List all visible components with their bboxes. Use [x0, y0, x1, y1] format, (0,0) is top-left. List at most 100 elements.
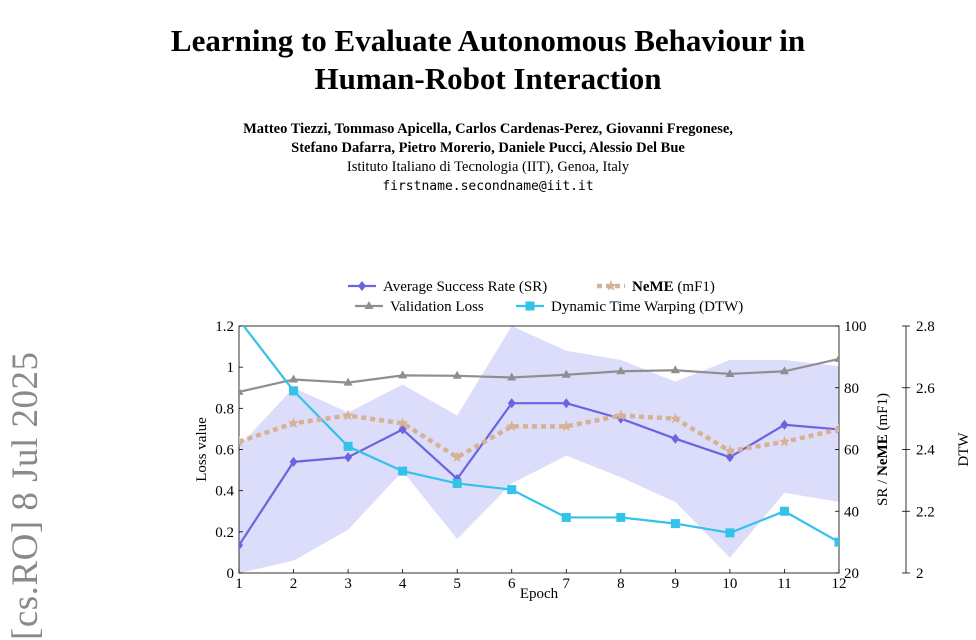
- affiliation: Istituto Italiano di Tecnologia (IIT), G…: [346, 159, 630, 175]
- data-point: [833, 423, 839, 435]
- data-point: [452, 370, 462, 379]
- legend-item: Validation Loss: [355, 299, 484, 315]
- title-line-1: Learning to Evaluate Autonomous Behaviou…: [170, 23, 806, 58]
- right2-tick-label: 2: [916, 566, 924, 582]
- x-tick-label: 3: [344, 576, 352, 592]
- x-axis-label: Epoch: [520, 586, 559, 602]
- data-point: [239, 435, 245, 447]
- data-point: [287, 417, 300, 429]
- x-tick-label: 6: [508, 576, 516, 592]
- x-tick-label: 7: [563, 576, 571, 592]
- right2-tick-label: 2.8: [916, 319, 935, 335]
- legend-label: Dynamic Time Warping (DTW): [551, 299, 743, 315]
- data-point: [616, 366, 626, 375]
- data-point: [396, 417, 409, 429]
- data-point: [834, 537, 839, 547]
- data-point: [289, 386, 299, 396]
- right1-axis-label-bold: NeME: [875, 434, 891, 476]
- legend-swatch-marker: [358, 281, 366, 291]
- x-tick-label: 11: [777, 576, 791, 592]
- author-block: Matteo Tiezzi, Tommaso Apicella, Carlos …: [120, 120, 856, 196]
- data-point: [507, 485, 517, 495]
- right1-tick-label: 60: [844, 443, 859, 459]
- data-point: [398, 370, 408, 379]
- legend-item: Average Success Rate (SR): [348, 279, 547, 295]
- series-layer: [235, 315, 839, 551]
- x-tick-label: 1: [235, 576, 243, 592]
- legend-label-bold: NeME: [632, 279, 674, 295]
- data-point: [344, 452, 353, 463]
- data-point: [560, 420, 572, 432]
- data-point: [615, 409, 627, 421]
- data-point: [561, 369, 571, 378]
- right1-axis-label-part: (mF1): [875, 393, 891, 434]
- right1-tick-label: 20: [844, 566, 859, 582]
- legend-swatch-marker: [525, 301, 535, 311]
- legend-item: NeME (mF1): [597, 279, 715, 295]
- sr-variance-band-layer: [239, 326, 839, 573]
- data-point: [235, 315, 244, 324]
- legend-swatch-marker: [364, 301, 374, 309]
- x-tick-label: 2: [290, 576, 298, 592]
- right1-tick-label: 40: [844, 504, 859, 520]
- data-point: [239, 540, 243, 551]
- left-tick-label: 0.8: [215, 401, 234, 417]
- sr-variance-band: [239, 326, 839, 573]
- legend-swatch-marker: [605, 280, 617, 291]
- right2-axis-label: DTW: [956, 432, 972, 467]
- data-point: [724, 445, 736, 456]
- x-tick-label: 8: [617, 576, 625, 592]
- data-point: [342, 409, 354, 421]
- data-point: [725, 368, 735, 377]
- author-email: firstname.secondname@iit.it: [382, 179, 594, 194]
- data-point: [780, 419, 789, 430]
- left-tick-label: 0.6: [215, 443, 234, 459]
- legend-label: Validation Loss: [390, 299, 484, 315]
- data-point: [778, 435, 791, 447]
- authors-line-1: Matteo Tiezzi, Tommaso Apicella, Carlos …: [243, 121, 733, 137]
- data-point: [398, 466, 408, 476]
- series-line: [239, 413, 839, 460]
- data-point: [670, 519, 680, 529]
- series-line: [242, 326, 839, 544]
- legend-label: Average Success Rate (SR): [383, 279, 547, 295]
- left-axis-label: Loss value: [194, 417, 210, 482]
- paper-title: Learning to Evaluate Autonomous Behaviou…: [160, 22, 816, 98]
- series-triangle: [239, 353, 839, 395]
- data-point: [562, 398, 571, 409]
- series-line: [239, 357, 839, 393]
- legend-label: NeME (mF1): [632, 279, 715, 295]
- data-point: [669, 412, 682, 424]
- right1-axis-label-part: SR /: [875, 476, 891, 506]
- data-point: [289, 456, 298, 467]
- x-tick-label: 12: [832, 576, 847, 592]
- right2-tick-label: 2.6: [916, 381, 935, 397]
- x-tick-label: 9: [672, 576, 680, 592]
- right1-tick-label: 100: [844, 319, 867, 335]
- data-point: [506, 420, 518, 432]
- data-point: [289, 374, 299, 383]
- right1-tick-label: 80: [844, 381, 859, 397]
- data-point: [671, 433, 680, 444]
- chart-axes: 1 2 3 4 5 6 7 8 9 10 11 1200.20.40.60.811.220406080…: [194, 319, 972, 602]
- authors-line-2: Stefano Dafarra, Pietro Morerio, Daniele…: [291, 140, 685, 156]
- data-point: [507, 398, 516, 409]
- right2-tick-label: 2.4: [916, 443, 935, 459]
- data-point: [451, 451, 463, 463]
- right2-tick-label: 2.2: [916, 504, 935, 520]
- title-line-2: Human-Robot Interaction: [314, 61, 662, 96]
- left-tick-label: 0.4: [215, 484, 234, 500]
- x-tick-label: 4: [399, 576, 407, 592]
- legend-item: Dynamic Time Warping (DTW): [516, 299, 743, 315]
- data-point: [239, 386, 244, 395]
- data-point: [779, 506, 789, 516]
- right1-axis-label: SR / NeME (mF1): [875, 393, 891, 506]
- data-point: [725, 528, 735, 538]
- data-point: [670, 365, 680, 374]
- data-point: [616, 512, 626, 522]
- data-point: [561, 512, 571, 522]
- series-square: [235, 315, 839, 547]
- chart-legend: Average Success Rate (SR) NeME (mF1) Valid…: [348, 279, 743, 315]
- left-tick-label: 1.2: [215, 319, 234, 335]
